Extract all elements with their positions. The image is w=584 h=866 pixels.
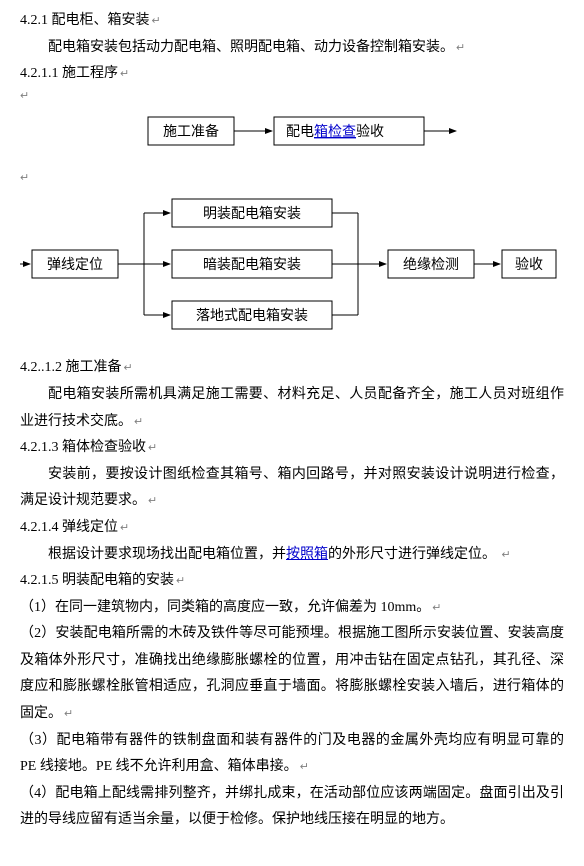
d2-right2-label: 验收	[515, 257, 543, 273]
heading-4-2-1: 4.2.1 配电柜、箱安装	[20, 8, 564, 35]
heading-4-2-1-4: 4.2.1.4 弹线定位	[20, 515, 564, 542]
heading-4-2-1-2-text: 4.2..1.2 施工准备	[20, 360, 122, 375]
heading-4-2-1-5-text: 4.2.1.5 明装配电箱的安装	[20, 573, 174, 588]
list-item-1-text: （1）在同一建筑物内，同类箱的高度应一致，允许偏差为 10mm。	[20, 600, 430, 615]
body-4-2-1-2: 配电箱安装所需机具满足施工需要、材料充足、人员配备齐全，施工人员对班组作业进行技…	[20, 382, 564, 435]
d2-right1-label: 绝缘检测	[403, 257, 459, 273]
body-4-2-1-4-b: 的外形尺寸进行弹线定位。	[328, 547, 496, 562]
d1-box-2-label: 配电箱检查验收	[286, 124, 384, 140]
list-item-1: （1）在同一建筑物内，同类箱的高度应一致，允许偏差为 10mm。	[20, 595, 564, 622]
heading-4-2-1-text: 4.2.1 配电柜、箱安装	[20, 13, 150, 28]
diagram-2: 弹线定位 明装配电箱安装 暗装配电箱安装 落地式配电箱安装 绝缘检测 验收	[20, 189, 564, 350]
intro-para: 配电箱安装包括动力配电箱、照明配电箱、动力设备控制箱安装。	[20, 35, 564, 62]
heading-4-2-1-1-text: 4.2.1.1 施工程序	[20, 66, 118, 81]
heading-4-2-1-5: 4.2.1.5 明装配电箱的安装	[20, 568, 564, 595]
d1-b2-a: 配电	[286, 124, 314, 140]
heading-4-2-1-2: 4.2..1.2 施工准备	[20, 355, 564, 382]
d2-mid1-label: 明装配电箱安装	[203, 206, 301, 222]
d2-mid2-label: 暗装配电箱安装	[203, 257, 301, 273]
body-4-2-1-3-text: 安装前，要按设计图纸检查其箱号、箱内回路号，并对照安装设计说明进行检查，满足设计…	[20, 467, 564, 509]
diagram-1: 施工准备 配电箱检查验收	[20, 107, 564, 166]
body-4-2-1-4-link[interactable]: 按照箱	[286, 547, 328, 562]
blank-return-2: ↵	[20, 172, 564, 185]
list-item-4: （4）配电箱上配线需排列整齐，并绑扎成束，在活动部位应该两端固定。盘面引出及引进…	[20, 781, 564, 834]
d1-b2-b: 验收	[356, 124, 384, 140]
heading-4-2-1-3-text: 4.2.1.3 箱体检查验收	[20, 440, 146, 455]
heading-4-2-1-1: 4.2.1.1 施工程序	[20, 61, 564, 88]
intro-text: 配电箱安装包括动力配电箱、照明配电箱、动力设备控制箱安装。	[48, 40, 454, 55]
list-item-2-text: （2）安装配电箱所需的木砖及铁件等尽可能预埋。根据施工图所示安装位置、安装高度及…	[20, 626, 564, 721]
list-item-3-text: （3）配电箱带有器件的铁制盘面和装有器件的门及电器的金属外壳均应有明显可靠的 P…	[20, 733, 564, 775]
list-item-4-text: （4）配电箱上配线需排列整齐，并绑扎成束，在活动部位应该两端固定。盘面引出及引进…	[20, 786, 564, 828]
body-4-2-1-3: 安装前，要按设计图纸检查其箱号、箱内回路号，并对照安装设计说明进行检查，满足设计…	[20, 462, 564, 515]
list-item-3: （3）配电箱带有器件的铁制盘面和装有器件的门及电器的金属外壳均应有明显可靠的 P…	[20, 728, 564, 781]
blank-return-1: ↵	[20, 90, 564, 103]
d1-b2-link: 箱检查	[314, 124, 356, 140]
body-4-2-1-4: 根据设计要求现场找出配电箱位置，并按照箱的外形尺寸进行弹线定位。	[20, 542, 564, 569]
d2-mid3-label: 落地式配电箱安装	[196, 308, 308, 324]
d1-box-1-label: 施工准备	[163, 123, 219, 140]
d2-left-label: 弹线定位	[47, 257, 103, 273]
body-4-2-1-4-a: 根据设计要求现场找出配电箱位置，并	[48, 547, 286, 562]
body-4-2-1-2-text: 配电箱安装所需机具满足施工需要、材料充足、人员配备齐全，施工人员对班组作业进行技…	[20, 387, 564, 429]
heading-4-2-1-4-text: 4.2.1.4 弹线定位	[20, 520, 118, 535]
heading-4-2-1-3: 4.2.1.3 箱体检查验收	[20, 435, 564, 462]
list-item-2: （2）安装配电箱所需的木砖及铁件等尽可能预埋。根据施工图所示安装位置、安装高度及…	[20, 621, 564, 727]
